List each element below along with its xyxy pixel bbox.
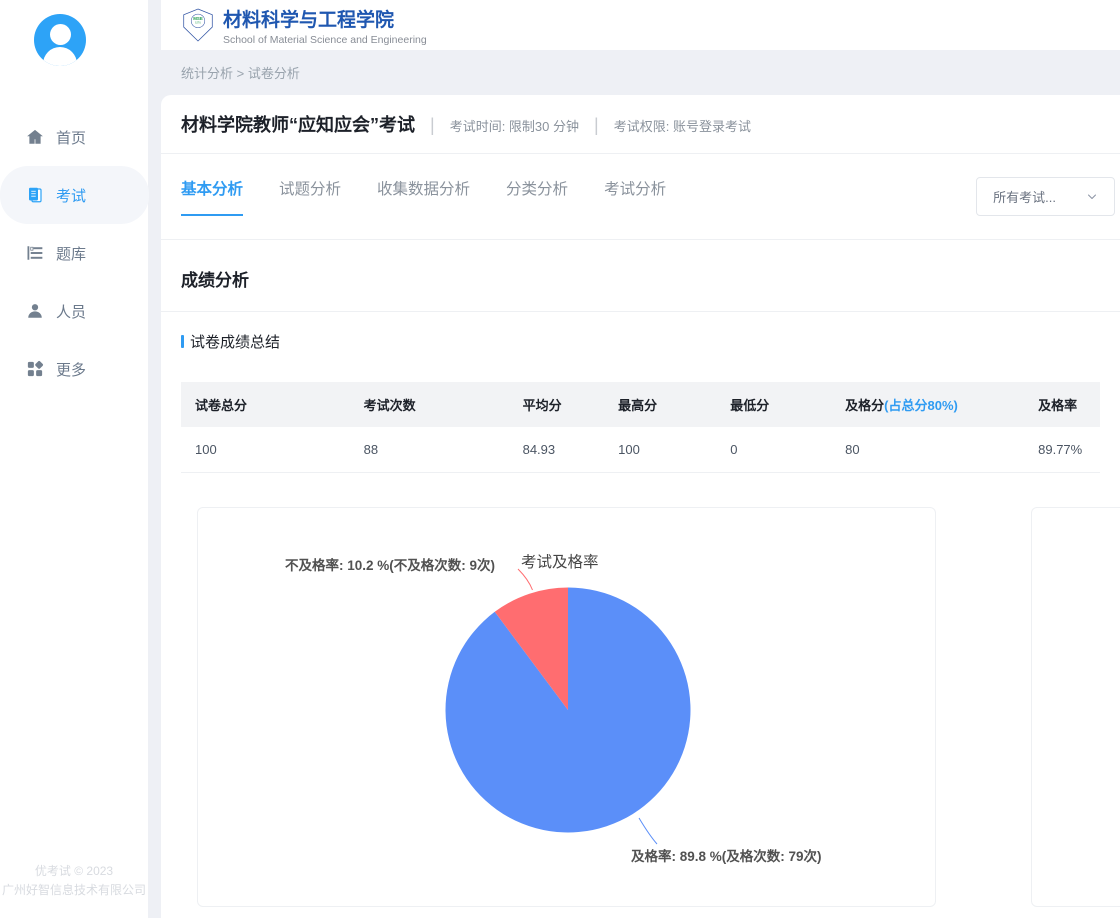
svg-text:MSE: MSE: [193, 16, 203, 21]
svg-text:SJTU: SJTU: [195, 21, 201, 24]
